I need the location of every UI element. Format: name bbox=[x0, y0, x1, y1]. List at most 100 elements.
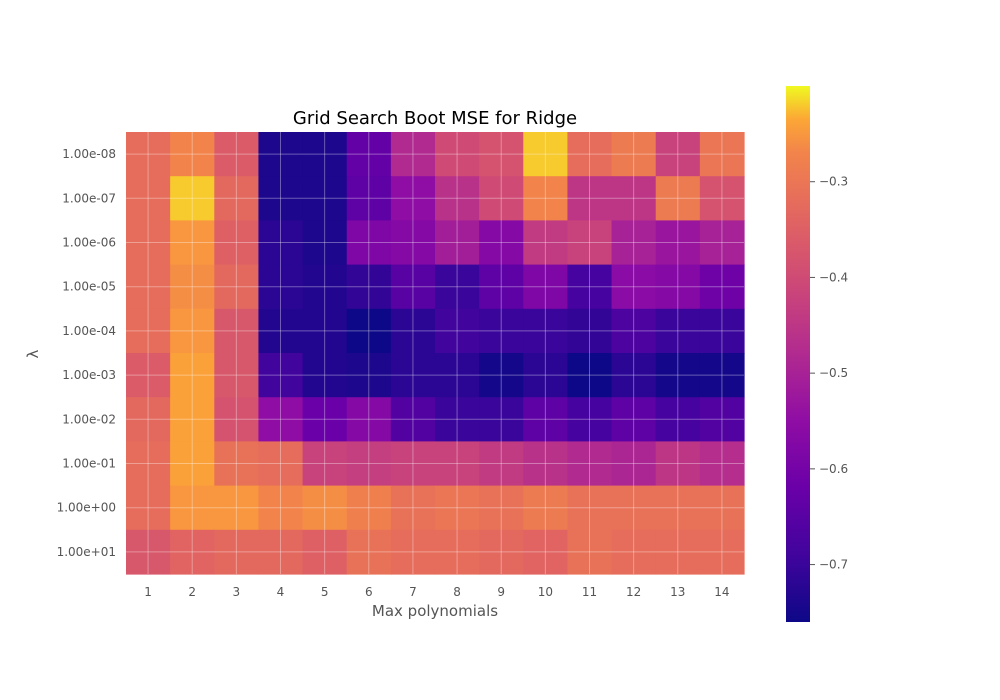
heatmap-cell bbox=[435, 529, 480, 575]
heatmap-cell bbox=[567, 264, 613, 310]
y-tick-label: 1.00e-08 bbox=[62, 147, 116, 161]
heatmap-cell bbox=[302, 132, 348, 177]
y-tick-label: 1.00e-01 bbox=[62, 457, 116, 471]
heatmap-cell bbox=[435, 397, 480, 442]
heatmap-cell bbox=[346, 353, 392, 398]
heatmap-cell bbox=[655, 308, 701, 354]
heatmap-cell bbox=[435, 176, 480, 221]
heatmap-cell bbox=[346, 397, 392, 442]
heatmap-cell bbox=[170, 220, 215, 266]
heatmap-cell bbox=[346, 308, 392, 354]
heatmap-cell bbox=[611, 264, 657, 310]
heatmap-cell bbox=[699, 485, 745, 531]
x-tick-label: 14 bbox=[714, 585, 729, 599]
heatmap-cell bbox=[567, 176, 613, 221]
heatmap-cell bbox=[611, 441, 657, 487]
x-axis-ticks: 1 2 3 4 5 6 7 8 9 10 11 12 13 14 bbox=[144, 585, 729, 599]
y-tick-label: 1.00e-02 bbox=[62, 412, 116, 426]
heatmap-cell bbox=[302, 485, 348, 531]
heatmap-cell bbox=[390, 264, 436, 310]
heatmap-cell bbox=[523, 353, 569, 398]
heatmap-cell bbox=[611, 397, 657, 442]
heatmap-cell bbox=[435, 485, 480, 531]
heatmap-cell bbox=[258, 220, 304, 266]
heatmap-cell bbox=[258, 308, 304, 354]
heatmap-cell bbox=[390, 176, 436, 221]
heatmap-cell bbox=[390, 308, 436, 354]
heatmap-cell bbox=[390, 485, 436, 531]
heatmap-cell bbox=[523, 308, 569, 354]
heatmap-cell bbox=[479, 176, 524, 221]
heatmap-cell bbox=[611, 176, 657, 221]
heatmap-cell bbox=[655, 264, 701, 310]
heatmap-cell bbox=[258, 485, 304, 531]
heatmap-cell bbox=[567, 397, 613, 442]
heatmap-cell bbox=[302, 176, 348, 221]
heatmap-cell bbox=[655, 132, 701, 177]
x-tick-label: 13 bbox=[670, 585, 685, 599]
heatmap-cell bbox=[170, 308, 215, 354]
heatmap-cell bbox=[699, 529, 745, 575]
y-tick-label: 1.00e+01 bbox=[57, 545, 116, 559]
heatmap-cell bbox=[479, 132, 524, 177]
y-tick-label: 1.00e+00 bbox=[57, 501, 116, 515]
chart-title: Grid Search Boot MSE for Ridge bbox=[293, 108, 577, 129]
colorbar-ticks: −0.3 −0.4 −0.5 −0.6 −0.7 bbox=[810, 175, 848, 572]
heatmap-cell bbox=[523, 264, 569, 310]
colorbar bbox=[786, 86, 810, 622]
heatmap-cell bbox=[479, 529, 524, 575]
heatmap-cell bbox=[126, 397, 171, 442]
heatmap-cell bbox=[523, 397, 569, 442]
heatmap-cell bbox=[523, 220, 569, 266]
heatmap-cell bbox=[126, 308, 171, 354]
heatmap-cell bbox=[655, 220, 701, 266]
heatmap-cell bbox=[126, 353, 171, 398]
heatmap-cell bbox=[302, 353, 348, 398]
heatmap-cell bbox=[435, 132, 480, 177]
heatmap-cell bbox=[390, 353, 436, 398]
heatmap-cell bbox=[126, 529, 171, 575]
y-tick-label: 1.00e-03 bbox=[62, 368, 116, 382]
y-tick-label: 1.00e-06 bbox=[62, 236, 116, 250]
heatmap-cell bbox=[258, 353, 304, 398]
x-tick-label: 3 bbox=[233, 585, 241, 599]
heatmap-cell bbox=[611, 529, 657, 575]
heatmap-cell bbox=[170, 529, 215, 575]
heatmap-cell bbox=[126, 441, 171, 487]
heatmap-cell bbox=[523, 485, 569, 531]
heatmap-cell bbox=[699, 441, 745, 487]
x-tick-label: 7 bbox=[409, 585, 417, 599]
y-tick-label: 1.00e-05 bbox=[62, 280, 116, 294]
heatmap-cell bbox=[479, 264, 524, 310]
heatmap-cell bbox=[655, 353, 701, 398]
heatmap-cell bbox=[214, 308, 260, 354]
heatmap-cell bbox=[655, 176, 701, 221]
heatmap-cell bbox=[435, 308, 480, 354]
heatmap-cell bbox=[214, 176, 260, 221]
heatmap-cell bbox=[655, 529, 701, 575]
heatmap-cell bbox=[699, 353, 745, 398]
heatmap-cell bbox=[126, 220, 171, 266]
heatmap-cell bbox=[126, 264, 171, 310]
heatmap-cell bbox=[170, 397, 215, 442]
heatmap-cell bbox=[346, 132, 392, 177]
heatmap-cell bbox=[346, 441, 392, 487]
heatmap-cell bbox=[523, 529, 569, 575]
heatmap-cell bbox=[567, 529, 613, 575]
heatmap-cell bbox=[479, 220, 524, 266]
heatmap-cell bbox=[611, 220, 657, 266]
heatmap-cell bbox=[170, 176, 215, 221]
heatmap-cell bbox=[390, 441, 436, 487]
heatmap-cell bbox=[699, 308, 745, 354]
heatmap-cell bbox=[390, 132, 436, 177]
heatmap-cell bbox=[170, 264, 215, 310]
heatmap-cell bbox=[214, 529, 260, 575]
heatmap-cell bbox=[214, 132, 260, 177]
heatmap-cell bbox=[258, 176, 304, 221]
x-tick-label: 11 bbox=[582, 585, 597, 599]
heatmap-cell bbox=[302, 308, 348, 354]
heatmap-cell bbox=[170, 441, 215, 487]
heatmap-cell bbox=[435, 353, 480, 398]
x-tick-label: 8 bbox=[453, 585, 461, 599]
heatmap-cell bbox=[258, 529, 304, 575]
